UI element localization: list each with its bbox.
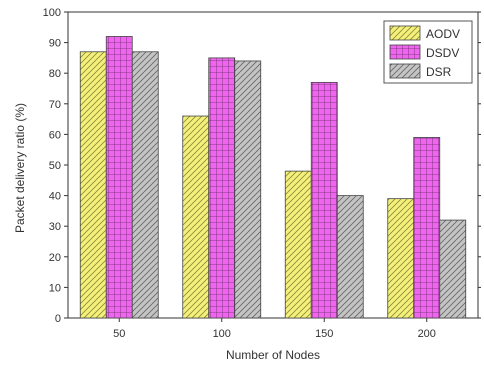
legend-swatch-dsdv — [389, 44, 421, 60]
legend: AODV DSDV DSR — [383, 20, 473, 84]
bar-dsr-100 — [234, 60, 262, 319]
y-tick-label: 0 — [55, 313, 61, 325]
y-tick-label: 70 — [49, 99, 61, 111]
x-axis-title: Number of Nodes — [226, 348, 320, 362]
bar-dsdv-50 — [105, 36, 133, 319]
y-tick-label: 80 — [49, 68, 61, 80]
y-axis-title: Packet delivery ratio (%) — [13, 103, 27, 233]
y-tick-label: 40 — [49, 191, 61, 203]
x-tick-label: 150 — [315, 328, 333, 340]
bar-aodv-50 — [79, 51, 107, 319]
tick-labels: 0 10 20 30 40 50 60 70 80 90 100 50 100 150 200 — [43, 7, 436, 340]
bar-dsdv-200 — [413, 137, 441, 319]
y-tick-label: 100 — [43, 7, 61, 19]
bar-dsr-200 — [439, 219, 467, 319]
x-tick-label: 100 — [213, 328, 231, 340]
y-tick-label: 30 — [49, 221, 61, 233]
y-tick-label: 90 — [49, 38, 61, 50]
y-tick-label: 50 — [49, 160, 61, 172]
bar-dsr-150 — [336, 195, 364, 319]
bar-aodv-150 — [284, 170, 312, 319]
bar-dsdv-150 — [310, 81, 338, 319]
y-tick-label: 10 — [49, 282, 61, 294]
legend-label-dsdv: DSDV — [426, 46, 459, 60]
legend-label-aodv: AODV — [426, 27, 460, 41]
legend-swatch-aodv — [389, 25, 421, 41]
bar-aodv-200 — [387, 198, 415, 319]
y-tick-label: 60 — [49, 129, 61, 141]
x-tick-label: 50 — [113, 328, 125, 340]
bars — [79, 36, 467, 319]
axes — [64, 11, 481, 322]
legend-swatch-dsr — [389, 63, 421, 79]
bar-dsr-50 — [131, 51, 159, 319]
bar-dsdv-100 — [208, 57, 236, 319]
x-tick-label: 200 — [418, 328, 436, 340]
y-tick-label: 20 — [49, 252, 61, 264]
bar-aodv-100 — [182, 115, 210, 319]
legend-label-dsr: DSR — [426, 65, 452, 79]
